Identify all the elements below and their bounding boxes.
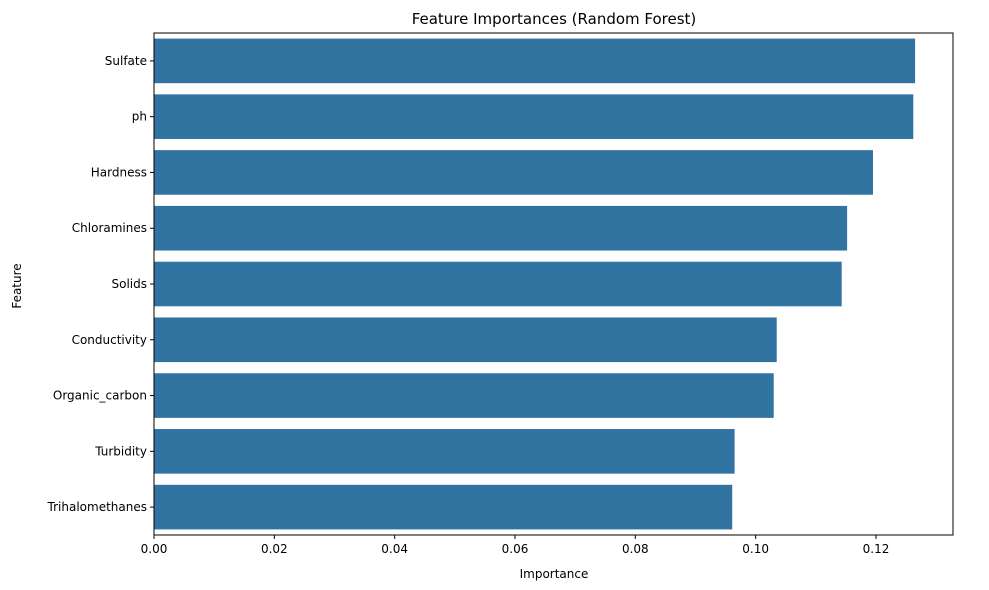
y-tick-label: Turbidity <box>94 444 147 458</box>
bar-solids <box>154 261 842 307</box>
y-axis-ticks: Sulfate ph Hardness Chloramines Solids Conduc… <box>47 54 154 514</box>
y-axis-label: Feature <box>10 263 24 308</box>
x-tick-label: 0.02 <box>261 542 288 556</box>
y-tick-label: Conductivity <box>72 333 147 347</box>
x-tick-label: 0.06 <box>502 542 529 556</box>
plot-area-border <box>153 32 954 536</box>
bar-chloramines <box>154 205 848 251</box>
y-tick-label: Trihalomethanes <box>47 500 147 514</box>
y-tick-label: ph <box>132 110 147 124</box>
y-tick-label: Hardness <box>91 165 147 179</box>
y-tick-label: Sulfate <box>105 54 147 68</box>
bar-turbidity <box>154 429 735 474</box>
x-tick-label: 0.08 <box>622 542 649 556</box>
y-tick-label: Chloramines <box>72 221 147 235</box>
x-tick-label: 0.10 <box>742 542 769 556</box>
axes-frame <box>153 32 954 536</box>
y-tick-label: Organic_carbon <box>53 389 147 403</box>
x-axis-label: Importance <box>520 567 589 581</box>
bar-conductivity <box>154 317 777 363</box>
bars-group <box>154 38 916 530</box>
bar-trihalomethanes <box>154 484 733 530</box>
x-tick-label: 0.00 <box>141 542 168 556</box>
bar-ph <box>154 94 914 139</box>
bar-organic_carbon <box>154 373 774 418</box>
x-tick-label: 0.12 <box>863 542 890 556</box>
chart-title: Feature Importances (Random Forest) <box>412 10 697 28</box>
x-axis-ticks: 0.00 0.02 0.04 0.06 0.08 0.10 0.12 <box>141 535 890 556</box>
bar-hardness <box>154 150 873 195</box>
y-tick-label: Solids <box>112 277 148 291</box>
x-tick-label: 0.04 <box>381 542 408 556</box>
bar-sulfate <box>154 38 916 84</box>
